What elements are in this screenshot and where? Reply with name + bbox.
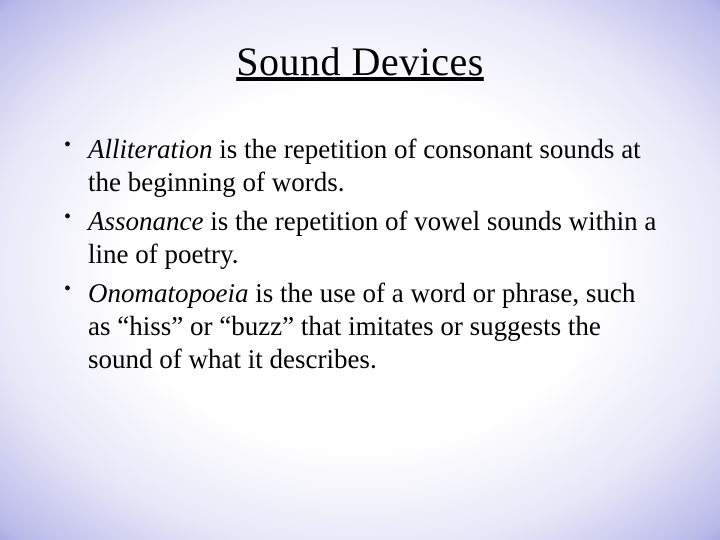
list-item: Alliteration is the repetition of conson… bbox=[60, 133, 660, 199]
slide: Sound Devices Alliteration is the repeti… bbox=[0, 0, 720, 540]
bullet-list: Alliteration is the repetition of conson… bbox=[60, 133, 660, 376]
term: Assonance bbox=[88, 206, 203, 236]
list-item: Onomatopoeia is the use of a word or phr… bbox=[60, 277, 660, 376]
term: Onomatopoeia bbox=[88, 278, 248, 308]
slide-content: Alliteration is the repetition of conson… bbox=[0, 85, 720, 376]
term: Alliteration bbox=[88, 134, 213, 164]
slide-title: Sound Devices bbox=[0, 0, 720, 85]
list-item: Assonance is the repetition of vowel sou… bbox=[60, 205, 660, 271]
